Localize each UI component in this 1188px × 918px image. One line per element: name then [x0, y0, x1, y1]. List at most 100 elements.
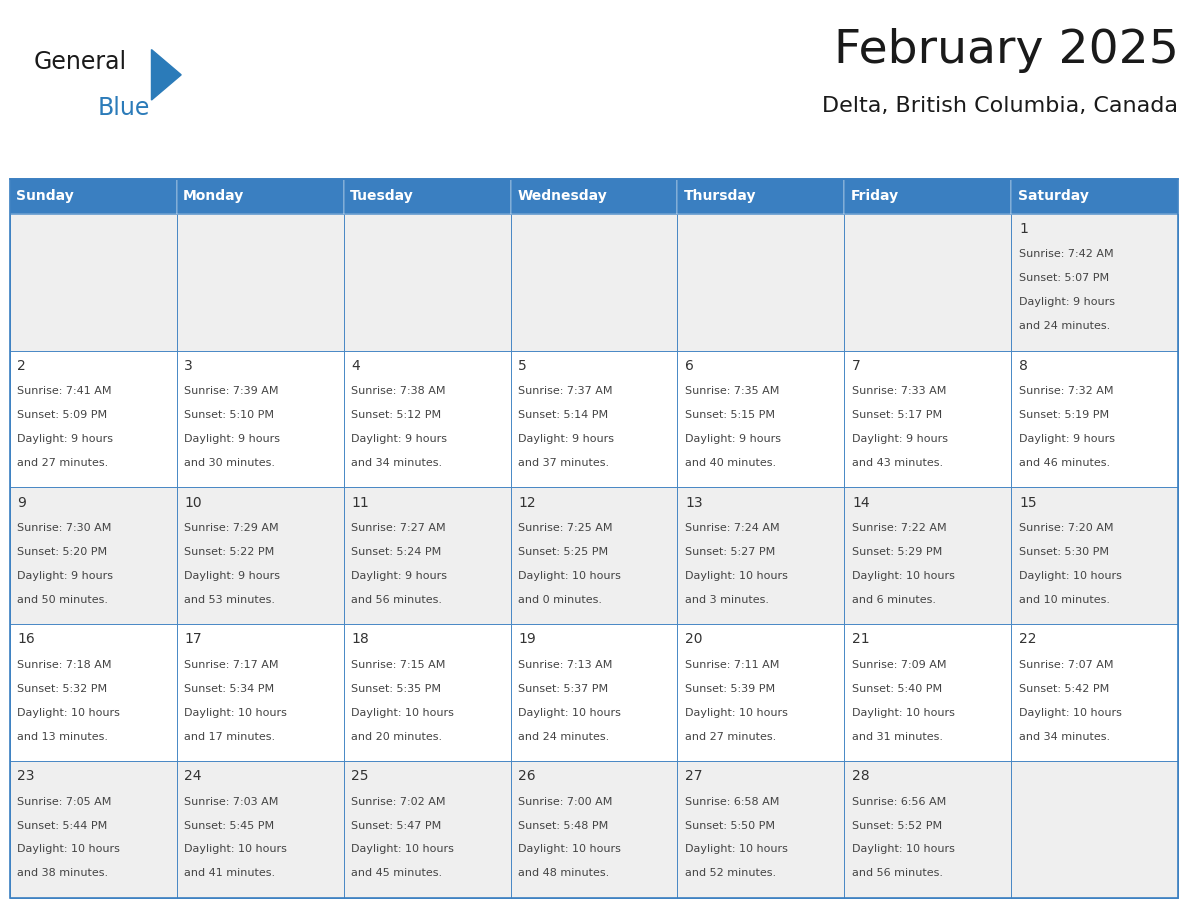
Text: and 31 minutes.: and 31 minutes.	[852, 732, 943, 742]
Bar	[845, 487, 1011, 624]
Bar	[511, 351, 677, 487]
Text: 16: 16	[17, 633, 34, 646]
Text: 12: 12	[518, 496, 536, 509]
Text: Daylight: 10 hours: Daylight: 10 hours	[17, 708, 120, 718]
Bar	[1011, 487, 1178, 624]
Text: Sunset: 5:34 PM: Sunset: 5:34 PM	[184, 684, 274, 694]
Text: Sunset: 5:29 PM: Sunset: 5:29 PM	[852, 547, 942, 557]
Bar	[343, 351, 511, 487]
Bar	[177, 179, 343, 214]
Text: Sunset: 5:25 PM: Sunset: 5:25 PM	[518, 547, 608, 557]
Text: Daylight: 9 hours: Daylight: 9 hours	[350, 434, 447, 444]
Text: 22: 22	[1019, 633, 1036, 646]
Text: Sunset: 5:32 PM: Sunset: 5:32 PM	[17, 684, 107, 694]
Text: and 48 minutes.: and 48 minutes.	[518, 868, 609, 879]
Text: and 30 minutes.: and 30 minutes.	[184, 458, 274, 468]
Text: and 56 minutes.: and 56 minutes.	[852, 868, 943, 879]
Text: and 27 minutes.: and 27 minutes.	[685, 732, 776, 742]
Text: Sunrise: 7:33 AM: Sunrise: 7:33 AM	[852, 386, 947, 397]
Text: and 46 minutes.: and 46 minutes.	[1019, 458, 1110, 468]
Text: and 34 minutes.: and 34 minutes.	[1019, 732, 1110, 742]
Text: and 0 minutes.: and 0 minutes.	[518, 595, 602, 605]
Text: 25: 25	[350, 769, 368, 783]
Bar	[1011, 179, 1178, 214]
Bar	[677, 624, 845, 761]
Text: and 17 minutes.: and 17 minutes.	[184, 732, 276, 742]
Text: Sunrise: 7:29 AM: Sunrise: 7:29 AM	[184, 523, 279, 533]
Text: Tuesday: Tuesday	[350, 189, 413, 204]
Bar	[511, 487, 677, 624]
Text: Daylight: 10 hours: Daylight: 10 hours	[685, 845, 788, 855]
Text: 14: 14	[852, 496, 870, 509]
Text: Sunrise: 7:27 AM: Sunrise: 7:27 AM	[350, 523, 446, 533]
Text: Daylight: 10 hours: Daylight: 10 hours	[350, 845, 454, 855]
Text: 11: 11	[350, 496, 368, 509]
Text: Sunset: 5:52 PM: Sunset: 5:52 PM	[852, 821, 942, 831]
Text: Sunrise: 7:25 AM: Sunrise: 7:25 AM	[518, 523, 613, 533]
Text: Daylight: 10 hours: Daylight: 10 hours	[685, 571, 788, 581]
Bar	[343, 214, 511, 351]
Text: 17: 17	[184, 633, 202, 646]
Text: Daylight: 9 hours: Daylight: 9 hours	[17, 434, 113, 444]
Text: Delta, British Columbia, Canada: Delta, British Columbia, Canada	[822, 96, 1178, 117]
Text: Daylight: 10 hours: Daylight: 10 hours	[184, 845, 286, 855]
Text: Daylight: 10 hours: Daylight: 10 hours	[184, 708, 286, 718]
Text: General: General	[33, 50, 126, 74]
Text: 15: 15	[1019, 496, 1037, 509]
Text: Sunrise: 6:56 AM: Sunrise: 6:56 AM	[852, 797, 947, 807]
Polygon shape	[152, 50, 181, 100]
Text: 10: 10	[184, 496, 202, 509]
Text: Sunrise: 7:42 AM: Sunrise: 7:42 AM	[1019, 250, 1113, 260]
Text: Sunrise: 7:09 AM: Sunrise: 7:09 AM	[852, 660, 947, 670]
Bar	[1011, 214, 1178, 351]
Text: 24: 24	[184, 769, 202, 783]
Text: Daylight: 10 hours: Daylight: 10 hours	[350, 708, 454, 718]
Text: Sunset: 5:24 PM: Sunset: 5:24 PM	[350, 547, 441, 557]
Bar	[677, 214, 845, 351]
Text: Sunrise: 7:18 AM: Sunrise: 7:18 AM	[17, 660, 112, 670]
Text: Sunset: 5:30 PM: Sunset: 5:30 PM	[1019, 547, 1110, 557]
Text: Daylight: 9 hours: Daylight: 9 hours	[518, 434, 614, 444]
Text: Monday: Monday	[183, 189, 245, 204]
Text: Sunrise: 7:13 AM: Sunrise: 7:13 AM	[518, 660, 612, 670]
Text: Sunrise: 7:02 AM: Sunrise: 7:02 AM	[350, 797, 446, 807]
Text: 13: 13	[685, 496, 702, 509]
Text: Sunset: 5:07 PM: Sunset: 5:07 PM	[1019, 274, 1110, 284]
Text: 19: 19	[518, 633, 536, 646]
Text: Sunset: 5:50 PM: Sunset: 5:50 PM	[685, 821, 775, 831]
Text: and 13 minutes.: and 13 minutes.	[17, 732, 108, 742]
Text: Sunset: 5:17 PM: Sunset: 5:17 PM	[852, 410, 942, 420]
Bar	[177, 624, 343, 761]
Text: Sunset: 5:20 PM: Sunset: 5:20 PM	[17, 547, 107, 557]
Bar	[1011, 761, 1178, 898]
Text: Sunrise: 7:20 AM: Sunrise: 7:20 AM	[1019, 523, 1113, 533]
Text: and 27 minutes.: and 27 minutes.	[17, 458, 108, 468]
Bar	[343, 624, 511, 761]
Text: and 24 minutes.: and 24 minutes.	[518, 732, 609, 742]
Bar	[10, 761, 177, 898]
Bar	[343, 761, 511, 898]
Text: Sunset: 5:44 PM: Sunset: 5:44 PM	[17, 821, 107, 831]
Text: Sunset: 5:12 PM: Sunset: 5:12 PM	[350, 410, 441, 420]
Text: and 43 minutes.: and 43 minutes.	[852, 458, 943, 468]
Text: and 34 minutes.: and 34 minutes.	[350, 458, 442, 468]
Text: Sunset: 5:14 PM: Sunset: 5:14 PM	[518, 410, 608, 420]
Bar	[10, 351, 177, 487]
Text: 8: 8	[1019, 359, 1028, 373]
Bar	[1011, 351, 1178, 487]
Text: 20: 20	[685, 633, 702, 646]
Text: Daylight: 9 hours: Daylight: 9 hours	[852, 434, 948, 444]
Bar	[10, 179, 1178, 898]
Text: Sunrise: 7:07 AM: Sunrise: 7:07 AM	[1019, 660, 1113, 670]
Text: Sunrise: 7:32 AM: Sunrise: 7:32 AM	[1019, 386, 1113, 397]
Text: Daylight: 10 hours: Daylight: 10 hours	[1019, 571, 1121, 581]
Text: Sunset: 5:47 PM: Sunset: 5:47 PM	[350, 821, 441, 831]
Text: and 45 minutes.: and 45 minutes.	[350, 868, 442, 879]
Text: 27: 27	[685, 769, 702, 783]
Text: Sunrise: 7:17 AM: Sunrise: 7:17 AM	[184, 660, 278, 670]
Text: Daylight: 9 hours: Daylight: 9 hours	[17, 571, 113, 581]
Text: 3: 3	[184, 359, 192, 373]
Text: Daylight: 10 hours: Daylight: 10 hours	[518, 845, 621, 855]
Text: Friday: Friday	[851, 189, 899, 204]
Text: Sunrise: 7:24 AM: Sunrise: 7:24 AM	[685, 523, 779, 533]
